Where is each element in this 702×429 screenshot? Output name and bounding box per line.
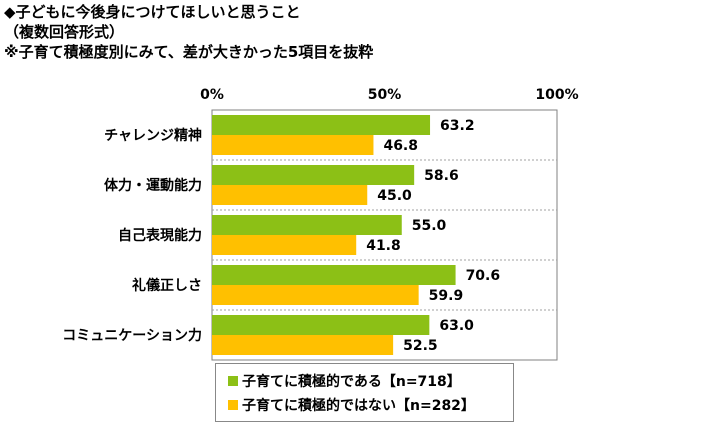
chart-subtitle-format: （複数回答形式） bbox=[4, 23, 125, 41]
chart-titles: ◆子どもに今後身につけてほしいと思うこと （複数回答形式） ※子育て積極度別にみ… bbox=[4, 2, 373, 62]
x-tick-label: 0% bbox=[200, 87, 224, 103]
legend-swatch-positive bbox=[228, 376, 238, 386]
legend-item-negative: 子育てに積極的ではない【n=282】 bbox=[228, 395, 475, 415]
data-label: 63.0 bbox=[439, 318, 474, 334]
bar bbox=[212, 165, 415, 185]
legend-label-positive: 子育てに積極的である【n=718】 bbox=[242, 374, 461, 390]
legend-swatch-negative bbox=[228, 400, 238, 410]
x-tick-label: 50% bbox=[368, 87, 402, 103]
bar bbox=[212, 185, 368, 205]
legend-label-negative: 子育てに積極的ではない【n=282】 bbox=[242, 398, 475, 414]
bar bbox=[212, 265, 456, 285]
data-label: 59.9 bbox=[429, 288, 464, 304]
data-label: 46.8 bbox=[383, 138, 418, 154]
bar bbox=[212, 285, 419, 305]
data-label: 55.0 bbox=[412, 218, 447, 234]
data-label: 52.5 bbox=[403, 338, 438, 354]
category-label: 体力・運動能力 bbox=[104, 177, 202, 194]
data-label: 58.6 bbox=[424, 168, 459, 184]
bar bbox=[212, 335, 394, 355]
category-label: 礼儀正しさ bbox=[132, 277, 202, 294]
category-label: コミュニケーション力 bbox=[62, 327, 202, 344]
x-tick-label: 100% bbox=[535, 87, 578, 103]
chart-title: ◆子どもに今後身につけてほしいと思うこと bbox=[4, 3, 301, 21]
bar bbox=[212, 115, 431, 135]
data-label: 63.2 bbox=[440, 118, 475, 134]
chart-legend: 子育てに積極的である【n=718】 子育てに積極的ではない【n=282】 bbox=[215, 363, 514, 422]
category-label: チャレンジ精神 bbox=[104, 127, 202, 144]
bar bbox=[212, 215, 402, 235]
category-label: 自己表現能力 bbox=[118, 227, 202, 244]
data-label: 41.8 bbox=[366, 238, 401, 254]
data-label: 70.6 bbox=[466, 268, 501, 284]
bar bbox=[212, 315, 430, 335]
chart-subtitle-note: ※子育て積極度別にみて、差が大きかった5項目を抜粋 bbox=[4, 43, 374, 61]
data-label: 45.0 bbox=[377, 188, 412, 204]
bar bbox=[212, 135, 374, 155]
legend-item-positive: 子育てに積極的である【n=718】 bbox=[228, 371, 461, 391]
bar bbox=[212, 235, 357, 255]
